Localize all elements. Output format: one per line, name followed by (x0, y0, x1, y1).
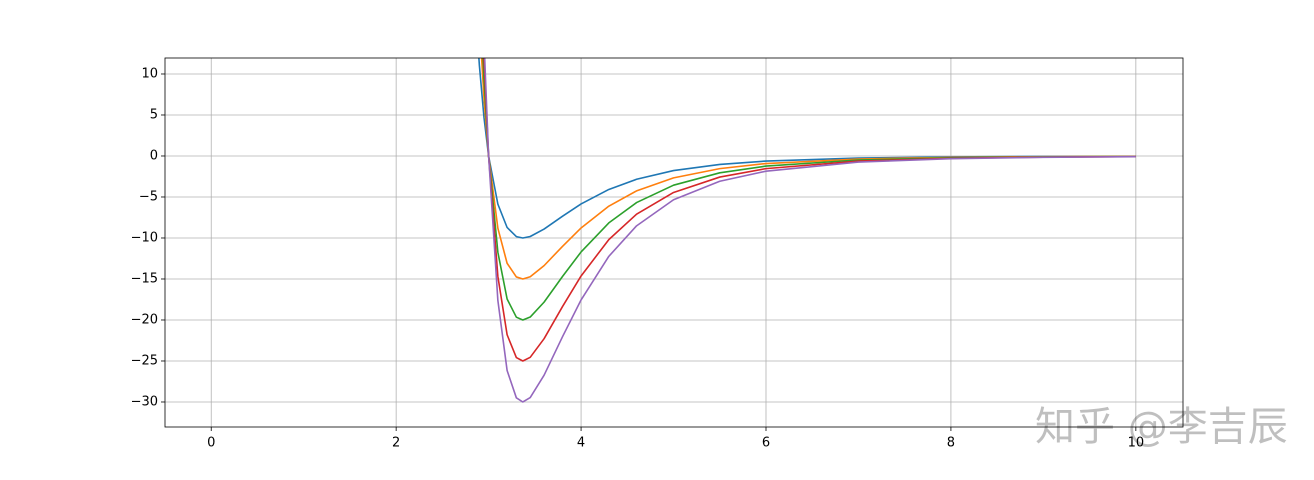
watermark: 知乎 @李吉辰 (1035, 404, 1288, 450)
x-tick-label: 8 (947, 436, 955, 451)
plot-area (478, 58, 1136, 403)
y-tick-label: −20 (131, 312, 158, 327)
y-tick-label: −30 (131, 394, 158, 409)
y-tick-label: 5 (150, 107, 158, 122)
y-tick-label: 10 (141, 66, 158, 81)
line-series (483, 58, 1136, 403)
line-series (478, 58, 1136, 239)
x-tick-label: 4 (577, 436, 585, 451)
y-tick-label: −10 (131, 230, 158, 245)
x-tick-label: 10 (1128, 436, 1145, 451)
axes-frame (164, 57, 1184, 428)
grid (165, 58, 1183, 427)
x-tick-label: 2 (392, 436, 400, 451)
y-tick-label: −5 (139, 189, 158, 204)
ticks: 0 2 4 6 8 10 −30 −25 −20 −15 −10 −5 0 5 10 (131, 66, 1145, 450)
y-tick-label: −25 (131, 353, 158, 368)
y-tick-label: 0 (150, 148, 158, 163)
x-tick-label: 0 (207, 436, 215, 451)
y-tick-label: −15 (131, 271, 158, 286)
x-tick-label: 6 (762, 436, 770, 451)
